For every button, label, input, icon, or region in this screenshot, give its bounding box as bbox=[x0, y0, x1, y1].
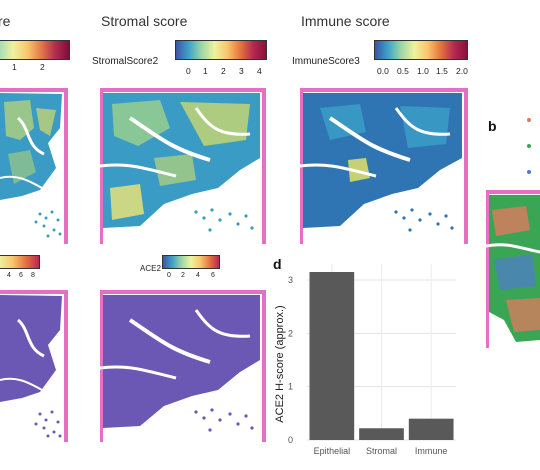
y-tick-label: 1 bbox=[288, 382, 293, 392]
y-tick-label: 2 bbox=[288, 328, 293, 338]
ace2-legend-label: ACE2 bbox=[140, 264, 161, 273]
stromal-legend-label: StromalScore2 bbox=[92, 56, 159, 67]
epithelial-score-tissue-map bbox=[0, 88, 68, 244]
y-tick-label: 3 bbox=[288, 275, 293, 285]
stromal-score-title: Stromal score bbox=[101, 13, 188, 29]
stromal-score-tissue-map bbox=[100, 88, 266, 244]
immune-tick: 0.0 bbox=[377, 66, 389, 76]
ace2-left-colorbar bbox=[0, 255, 40, 269]
immune-legend-label: ImmuneScore3 bbox=[292, 56, 360, 67]
immune-colorbar bbox=[374, 40, 468, 60]
cluster-legend-dot bbox=[527, 144, 531, 148]
ace2-tick: 4 bbox=[196, 272, 200, 279]
y-tick-label: 0 bbox=[288, 435, 293, 445]
cluster-tissue-map bbox=[486, 190, 540, 348]
x-tick-label: Stromal bbox=[366, 446, 397, 456]
stromal-tick: 3 bbox=[239, 66, 244, 76]
ace2-tick: 6 bbox=[211, 272, 215, 279]
ace2-tick: 2 bbox=[181, 272, 185, 279]
epithelial-tick: 1 bbox=[12, 62, 17, 72]
ace2-left-tick: 4 bbox=[7, 272, 11, 279]
ace2-tissue-map-left bbox=[0, 290, 68, 442]
x-tick-label: Epithelial bbox=[314, 446, 351, 456]
immune-tick: 1.0 bbox=[417, 66, 429, 76]
stromal-tick: 0 bbox=[186, 66, 191, 76]
cluster-legend-dot bbox=[527, 170, 531, 174]
stromal-tick: 2 bbox=[221, 66, 226, 76]
epithelial-colorbar bbox=[0, 40, 70, 60]
bar-stromal bbox=[359, 428, 404, 440]
ace2-tick: 0 bbox=[167, 272, 171, 279]
y-axis-label: ACE2 H-score (approx.) bbox=[274, 305, 286, 422]
cluster-legend-dot bbox=[527, 118, 531, 122]
stromal-tick: 1 bbox=[203, 66, 208, 76]
ace2-hscore-bar-chart: 0 1 2 3 Epithelial Stromal Immune ACE2 H-scor… bbox=[274, 264, 456, 456]
bar-epithelial bbox=[309, 272, 355, 440]
ace2-left-tick: 8 bbox=[31, 272, 35, 279]
stromal-colorbar bbox=[175, 40, 267, 60]
stromal-tick: 4 bbox=[257, 66, 262, 76]
immune-tick: 1.5 bbox=[436, 66, 448, 76]
immune-score-title: Immune score bbox=[301, 13, 390, 29]
panel-letter-b: b bbox=[488, 118, 497, 134]
ace2-tissue-map bbox=[100, 290, 266, 442]
ace2-left-tick: 6 bbox=[19, 272, 23, 279]
panel-letter-d: d bbox=[273, 256, 282, 272]
immune-tick: 2.0 bbox=[456, 66, 468, 76]
epithelial-tick: 2 bbox=[40, 62, 45, 72]
immune-score-tissue-map bbox=[300, 88, 468, 244]
bar-immune bbox=[408, 418, 454, 440]
immune-tick: 0.5 bbox=[397, 66, 409, 76]
epithelial-score-title-partial: re bbox=[0, 13, 11, 29]
ace2-colorbar bbox=[162, 255, 220, 269]
x-tick-label: Immune bbox=[415, 446, 448, 456]
